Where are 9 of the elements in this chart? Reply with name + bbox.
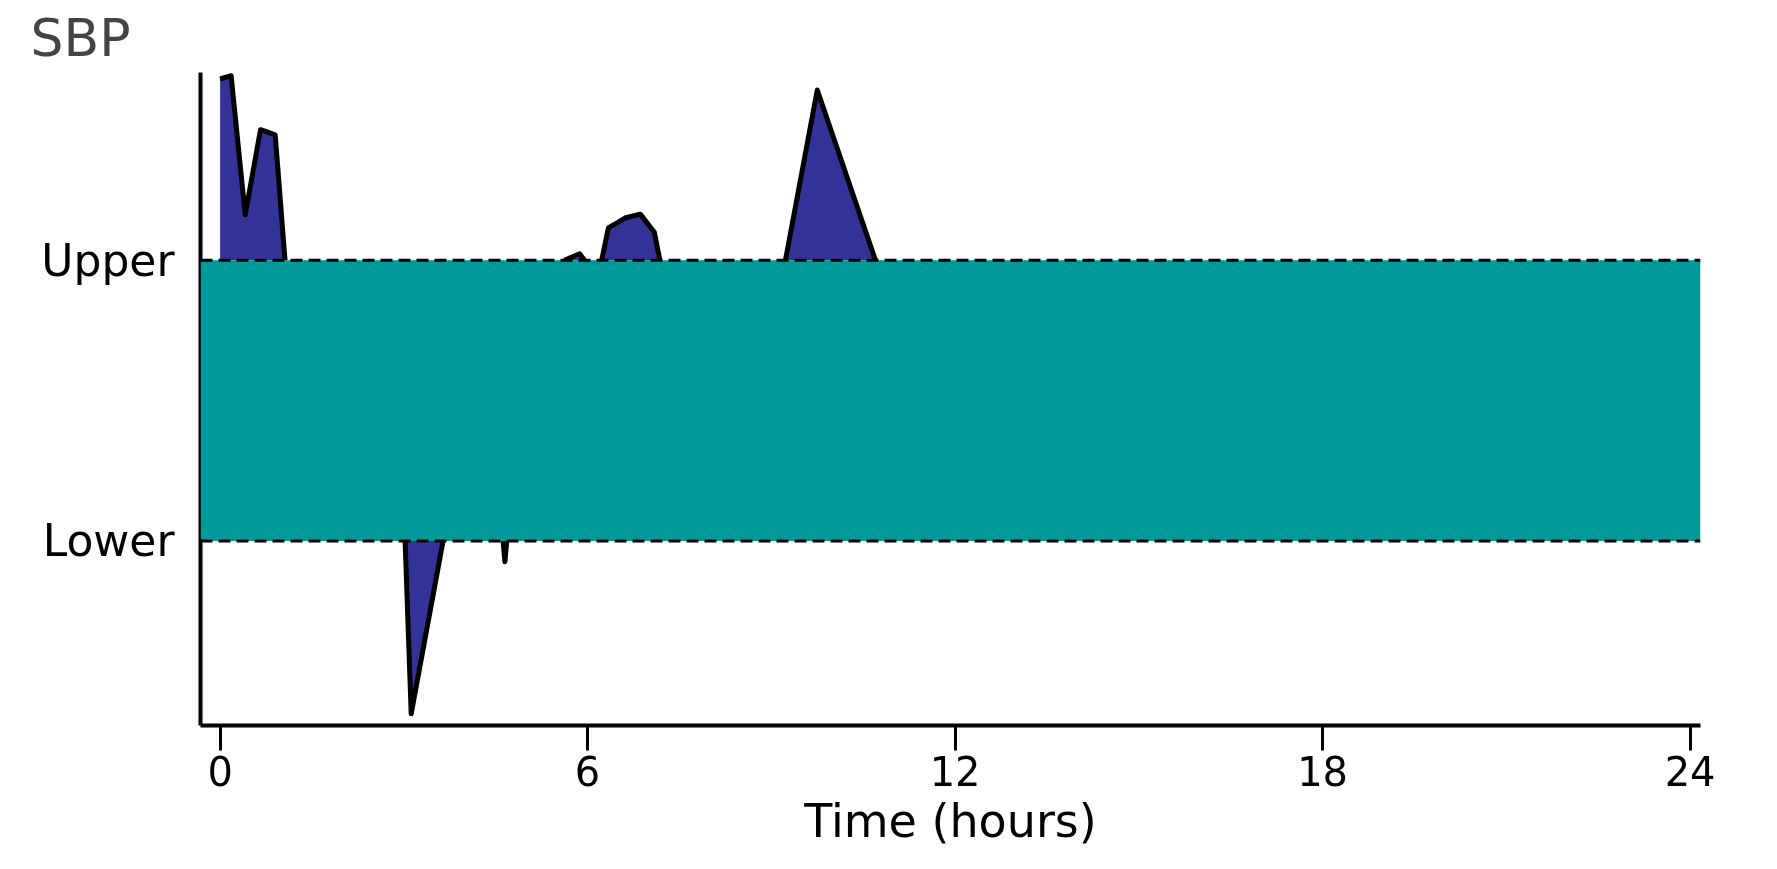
- y-axis-title: SBP: [30, 7, 131, 68]
- ref-line-label: Upper: [41, 234, 176, 286]
- x-tick-label: 18: [1297, 748, 1349, 795]
- x-tick-label: 0: [207, 748, 233, 795]
- x-tick-label: 12: [929, 748, 981, 795]
- x-tick-label: 24: [1664, 748, 1716, 795]
- ref-line-label: Lower: [42, 515, 176, 567]
- x-tick-label: 6: [574, 748, 601, 795]
- x-axis-title: Time (hours): [803, 793, 1097, 848]
